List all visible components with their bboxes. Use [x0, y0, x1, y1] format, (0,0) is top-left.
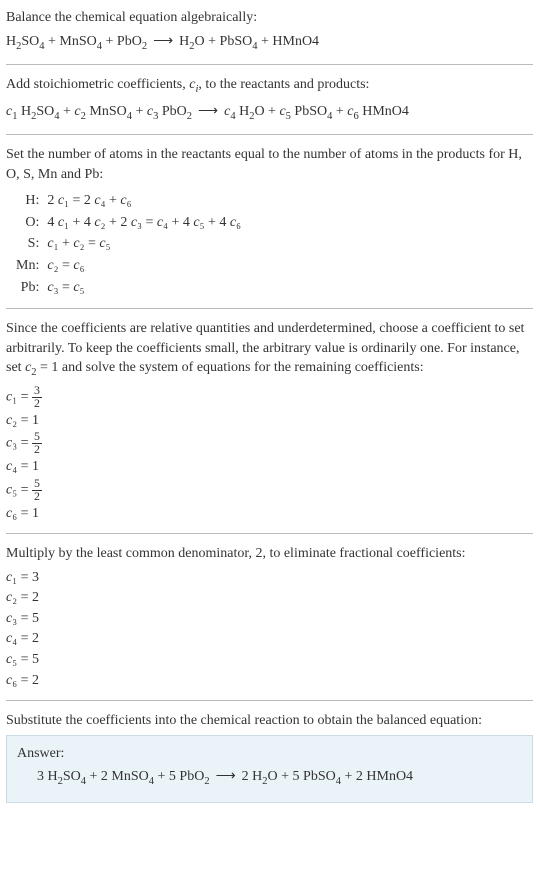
coeff-row: c₃ = 5 — [6, 609, 533, 629]
step4-text: Since the coefficients are relative quan… — [6, 319, 533, 381]
coeff-row: c₂ = 2 — [6, 588, 533, 608]
solve-section: Since the coefficients are relative quan… — [6, 319, 533, 523]
coeff-equation: c1 H2SO4 + c2 MnSO4 + c3 PbO2⟶c4 H2O + c… — [6, 102, 533, 124]
divider — [6, 64, 533, 65]
coeff-row: c₄ = 1 — [6, 457, 533, 477]
substitute-section: Substitute the coefficients into the che… — [6, 711, 533, 803]
step6-text: Substitute the coefficients into the che… — [6, 711, 533, 731]
atom-row: H:2 c₁ = 2 c₄ + c₆ — [12, 190, 245, 212]
coeff-row: c₅ = 5 — [6, 650, 533, 670]
divider — [6, 700, 533, 701]
element-equation: c₂ = c₆ — [43, 255, 245, 277]
atom-row: Mn:c₂ = c₆ — [12, 255, 245, 277]
step2-text: Add stoichiometric coefficients, ci, to … — [6, 75, 533, 97]
atom-row: Pb:c₃ = c₅ — [12, 277, 245, 299]
add-coeff-section: Add stoichiometric coefficients, ci, to … — [6, 75, 533, 124]
divider — [6, 134, 533, 135]
atom-row: O:4 c₁ + 4 c₂ + 2 c₃ = c₄ + 4 c₅ + 4 c₆ — [12, 212, 245, 234]
unbalanced-equation: H2SO4 + MnSO4 + PbO2⟶H2O + PbSO4 + HMnO4 — [6, 32, 533, 54]
element-label: S: — [12, 233, 43, 255]
step5-text: Multiply by the least common denominator… — [6, 544, 533, 564]
balanced-equation: 3 H2SO4 + 2 MnSO4 + 5 PbO2⟶2 H2O + 5 PbS… — [17, 767, 522, 789]
multiply-section: Multiply by the least common denominator… — [6, 544, 533, 690]
coeff-row: c₅ = 52 — [6, 478, 533, 503]
element-label: H: — [12, 190, 43, 212]
element-label: Pb: — [12, 277, 43, 299]
element-label: O: — [12, 212, 43, 234]
step2-prefix: Add stoichiometric coefficients, — [6, 77, 189, 92]
atom-equations-table: H:2 c₁ = 2 c₄ + c₆O:4 c₁ + 4 c₂ + 2 c₃ =… — [12, 190, 245, 298]
integer-coeff-list: c₁ = 3c₂ = 2c₃ = 5c₄ = 2c₅ = 5c₆ = 2 — [6, 568, 533, 691]
step3-text: Set the number of atoms in the reactants… — [6, 145, 533, 184]
coeff-row: c₆ = 2 — [6, 671, 533, 691]
divider — [6, 308, 533, 309]
coeff-row: c₆ = 1 — [6, 504, 533, 524]
element-equation: c₁ + c₂ = c₅ — [43, 233, 245, 255]
answer-label: Answer: — [17, 744, 522, 764]
step2-suffix: , to the reactants and products: — [198, 77, 369, 92]
element-equation: 4 c₁ + 4 c₂ + 2 c₃ = c₄ + 4 c₅ + 4 c₆ — [43, 212, 245, 234]
atom-balance-section: Set the number of atoms in the reactants… — [6, 145, 533, 298]
atom-row: S:c₁ + c₂ = c₅ — [12, 233, 245, 255]
element-equation: 2 c₁ = 2 c₄ + c₆ — [43, 190, 245, 212]
coeff-row: c₂ = 1 — [6, 411, 533, 431]
coeff-row: c₃ = 52 — [6, 431, 533, 456]
element-label: Mn: — [12, 255, 43, 277]
intro-text: Balance the chemical equation algebraica… — [6, 8, 533, 28]
answer-box: Answer: 3 H2SO4 + 2 MnSO4 + 5 PbO2⟶2 H2O… — [6, 735, 533, 803]
intro-section: Balance the chemical equation algebraica… — [6, 8, 533, 54]
fractional-coeff-list: c₁ = 32c₂ = 1c₃ = 52c₄ = 1c₅ = 52c₆ = 1 — [6, 385, 533, 523]
element-equation: c₃ = c₅ — [43, 277, 245, 299]
divider — [6, 533, 533, 534]
coeff-row: c₁ = 32 — [6, 385, 533, 410]
coeff-row: c₁ = 3 — [6, 568, 533, 588]
coeff-row: c₄ = 2 — [6, 629, 533, 649]
